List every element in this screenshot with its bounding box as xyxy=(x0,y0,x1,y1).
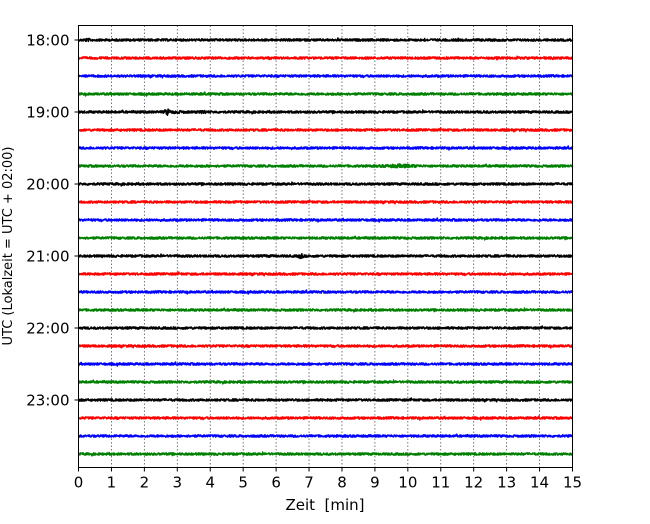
trace-2130 xyxy=(77,289,574,295)
y-tick-label: 21:00 xyxy=(26,248,69,266)
x-axis-ticks: 0 1 2 3 4 5 6 7 8 9 10 11 12 13 14 15 xyxy=(74,467,582,492)
x-tick-label: 1 xyxy=(107,474,117,492)
x-tick-label: 9 xyxy=(370,474,380,492)
x-tick-label: 0 xyxy=(74,474,84,492)
x-tick-label: 5 xyxy=(238,474,248,492)
x-tick-label: 10 xyxy=(398,474,417,492)
trace-2045 xyxy=(77,235,574,241)
x-tick-label: 15 xyxy=(563,474,582,492)
y-axis-ticks: 18:00 19:00 20:00 21:00 22:00 23:00 xyxy=(26,32,79,410)
trace-1830 xyxy=(77,74,574,79)
trace-2015 xyxy=(77,199,574,205)
x-tick-label: 12 xyxy=(464,474,483,492)
y-axis-label: UTC (Lokalzeit = UTC + 02:00) xyxy=(1,147,16,346)
y-tick-label: 19:00 xyxy=(26,104,69,122)
x-axis-label: Zeit [min] xyxy=(285,496,364,514)
trace-2030 xyxy=(77,217,574,223)
trace-2230 xyxy=(78,361,574,367)
y-tick-label: 23:00 xyxy=(26,392,69,410)
trace-2145 xyxy=(77,307,574,313)
trace-2115 xyxy=(77,271,574,277)
trace-2200 xyxy=(77,325,574,330)
y-tick-label: 18:00 xyxy=(26,32,69,50)
trace-2315 xyxy=(77,415,573,421)
trace-1930 xyxy=(77,145,574,151)
trace-2330 xyxy=(78,433,574,438)
trace-1915 xyxy=(77,127,574,133)
y-tick-label: 22:00 xyxy=(26,320,69,338)
y-tick-label: 20:00 xyxy=(26,176,69,194)
x-tick-label: 13 xyxy=(497,474,516,492)
trace-2245 xyxy=(77,379,574,385)
trace-1800 xyxy=(77,37,574,43)
trace-2300 xyxy=(78,397,574,403)
grid-lines xyxy=(111,25,540,468)
trace-1845 xyxy=(77,91,574,97)
trace-1815 xyxy=(77,55,574,61)
x-tick-label: 7 xyxy=(304,474,314,492)
x-tick-label: 6 xyxy=(271,474,281,492)
trace-2100 xyxy=(78,253,574,260)
trace-1900 xyxy=(77,108,574,116)
x-tick-label: 4 xyxy=(205,474,215,492)
seismogram-traces xyxy=(77,37,574,457)
trace-2000 xyxy=(77,181,574,187)
x-tick-label: 11 xyxy=(431,474,450,492)
x-tick-label: 3 xyxy=(173,474,183,492)
plot-frame xyxy=(78,25,573,468)
x-tick-label: 8 xyxy=(337,474,347,492)
x-tick-label: 2 xyxy=(140,474,150,492)
trace-2345 xyxy=(77,451,574,457)
x-tick-label: 14 xyxy=(530,474,549,492)
trace-1945 xyxy=(77,163,574,169)
trace-2215 xyxy=(78,344,574,349)
